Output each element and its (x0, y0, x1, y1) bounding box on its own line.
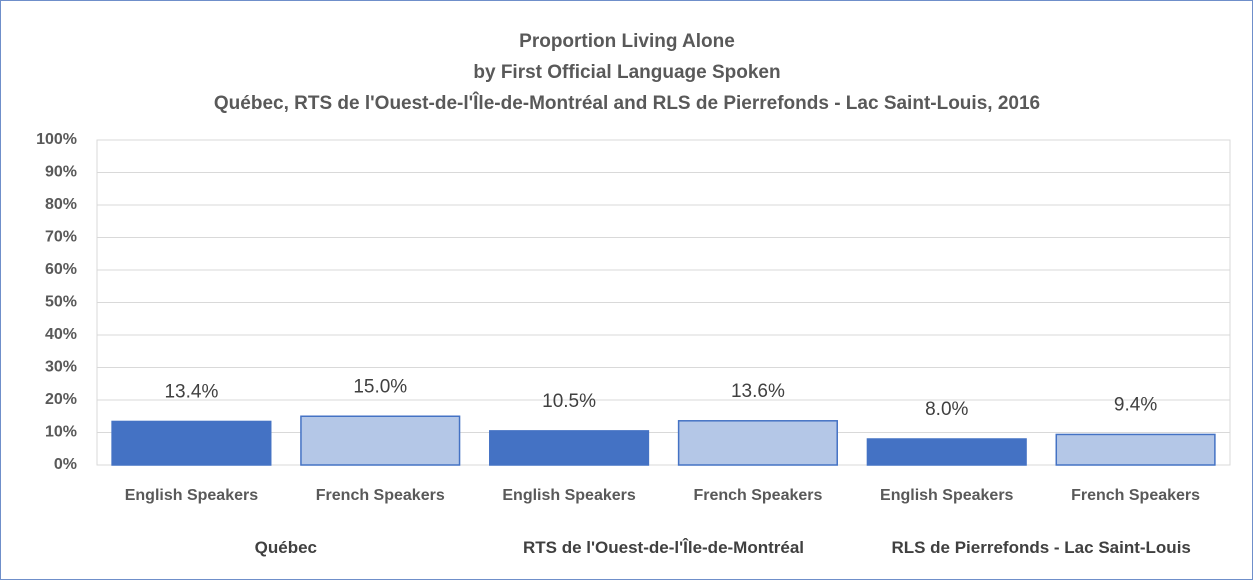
x-tick-label: French Speakers (1071, 487, 1200, 504)
y-tick-label: 50% (45, 294, 77, 311)
y-tick-label: 30% (45, 359, 77, 376)
chart-title: by First Official Language Spoken (473, 62, 780, 83)
bar (1055, 433, 1216, 466)
y-tick-label: 100% (36, 131, 77, 148)
y-tick-label: 40% (45, 326, 77, 343)
y-tick-label: 80% (45, 196, 77, 213)
x-tick-label: English Speakers (880, 487, 1013, 504)
x-tick-label: French Speakers (316, 487, 445, 504)
y-tick-label: 20% (45, 391, 77, 408)
bar (677, 420, 838, 466)
group-label: RLS de Pierrefonds - Lac Saint-Louis (891, 537, 1191, 557)
y-tick-label: 60% (45, 261, 77, 278)
y-tick-label: 10% (45, 424, 77, 441)
group-label: Québec (254, 537, 317, 557)
chart-title: Québec, RTS de l'Ouest-de-l'Île-de-Montr… (214, 92, 1040, 114)
data-label: 15.0% (353, 376, 407, 397)
bar (489, 430, 650, 466)
group-label: RTS de l'Ouest-de-l'Île-de-Montréal (522, 537, 805, 557)
data-label: 13.4% (164, 381, 218, 402)
data-label: 8.0% (925, 399, 968, 420)
data-label: 10.5% (542, 391, 596, 412)
y-tick-label: 70% (45, 229, 77, 246)
bar (866, 438, 1027, 466)
y-tick-label: 90% (45, 164, 77, 181)
x-tick-label: English Speakers (502, 487, 635, 504)
chart-title: Proportion Living Alone (519, 31, 735, 52)
data-label: 9.4% (1114, 394, 1157, 415)
plot-frame (96, 139, 1231, 466)
x-tick-label: English Speakers (125, 487, 258, 504)
bar (300, 415, 461, 466)
bar (111, 420, 272, 466)
y-tick-label: 0% (54, 456, 77, 473)
x-tick-label: French Speakers (693, 487, 822, 504)
data-label: 13.6% (731, 381, 785, 402)
